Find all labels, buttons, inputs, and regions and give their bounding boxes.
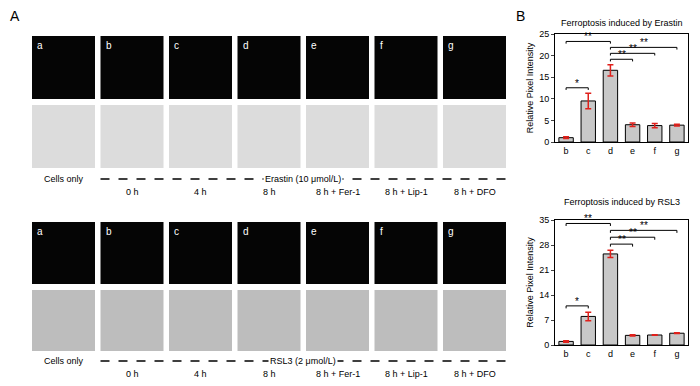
svg-text:d: d <box>608 349 613 359</box>
svg-text:b: b <box>106 226 112 237</box>
svg-text:f: f <box>380 226 383 237</box>
svg-text:f: f <box>380 40 383 51</box>
svg-text:5: 5 <box>544 116 549 126</box>
svg-text:10: 10 <box>539 94 549 104</box>
svg-text:**: ** <box>629 43 637 54</box>
svg-text:**: ** <box>629 227 637 238</box>
svg-text:8 h: 8 h <box>263 187 276 197</box>
svg-text:Cells only: Cells only <box>44 356 84 366</box>
svg-text:8 h + Lip-1: 8 h + Lip-1 <box>385 369 428 379</box>
svg-text:b: b <box>564 349 569 359</box>
svg-text:*: * <box>575 78 579 89</box>
svg-text:Relative Pixel Intensity: Relative Pixel Intensity <box>525 237 535 328</box>
svg-text:0 h: 0 h <box>126 187 139 197</box>
svg-text:d: d <box>243 40 249 51</box>
svg-text:e: e <box>630 349 635 359</box>
svg-text:**: ** <box>640 220 648 231</box>
svg-text:0 h: 0 h <box>126 369 139 379</box>
svg-text:7: 7 <box>544 315 549 325</box>
svg-text:g: g <box>674 146 679 156</box>
svg-text:25: 25 <box>539 29 549 39</box>
svg-text:20: 20 <box>539 51 549 61</box>
svg-text:Ferroptosis induced by RSL3: Ferroptosis induced by RSL3 <box>564 197 680 207</box>
svg-text:8 h + Lip-1: 8 h + Lip-1 <box>385 187 428 197</box>
svg-text:15: 15 <box>539 72 549 82</box>
svg-text:c: c <box>586 146 591 156</box>
svg-text:f: f <box>653 349 656 359</box>
svg-text:8 h + DFO: 8 h + DFO <box>454 187 496 197</box>
svg-text:g: g <box>448 40 454 51</box>
svg-text:35: 35 <box>539 215 549 225</box>
svg-text:Ferroptosis induced by Erastin: Ferroptosis induced by Erastin <box>561 18 683 28</box>
svg-text:A: A <box>10 8 20 24</box>
svg-text:a: a <box>37 226 43 237</box>
svg-text:*: * <box>575 296 579 307</box>
svg-text:8 h + DFO: 8 h + DFO <box>454 369 496 379</box>
svg-text:8 h + Fer-1: 8 h + Fer-1 <box>316 369 360 379</box>
svg-text:0: 0 <box>544 137 549 147</box>
svg-text:**: ** <box>584 213 592 224</box>
svg-text:28: 28 <box>539 240 549 250</box>
svg-text:b: b <box>106 40 112 51</box>
svg-text:**: ** <box>584 31 592 42</box>
svg-text:d: d <box>243 226 249 237</box>
svg-text:0: 0 <box>544 340 549 350</box>
svg-text:B: B <box>516 8 525 24</box>
svg-text:g: g <box>674 349 679 359</box>
svg-text:Cells only: Cells only <box>44 174 84 184</box>
svg-text:f: f <box>653 146 656 156</box>
svg-text:**: ** <box>618 49 626 60</box>
svg-text:**: ** <box>618 234 626 245</box>
svg-text:b: b <box>564 146 569 156</box>
svg-text:4 h: 4 h <box>194 369 207 379</box>
svg-text:e: e <box>311 226 317 237</box>
svg-text:8 h + Fer-1: 8 h + Fer-1 <box>316 187 360 197</box>
svg-text:4 h: 4 h <box>194 187 207 197</box>
svg-text:d: d <box>608 146 613 156</box>
svg-text:**: ** <box>640 37 648 48</box>
svg-text:a: a <box>37 40 43 51</box>
svg-text:c: c <box>174 226 179 237</box>
svg-text:g: g <box>448 226 454 237</box>
svg-text:Erastin (10 μmol/L): Erastin (10 μmol/L) <box>265 174 341 184</box>
svg-text:c: c <box>586 349 591 359</box>
svg-text:8 h: 8 h <box>263 369 276 379</box>
svg-text:21: 21 <box>539 265 549 275</box>
svg-text:14: 14 <box>539 290 549 300</box>
svg-text:e: e <box>311 40 317 51</box>
svg-text:RSL3 (2 μmol/L): RSL3 (2 μmol/L) <box>270 356 336 366</box>
svg-text:c: c <box>174 40 179 51</box>
svg-text:e: e <box>630 146 635 156</box>
svg-text:Relative Pixel Intensity: Relative Pixel Intensity <box>525 42 535 133</box>
